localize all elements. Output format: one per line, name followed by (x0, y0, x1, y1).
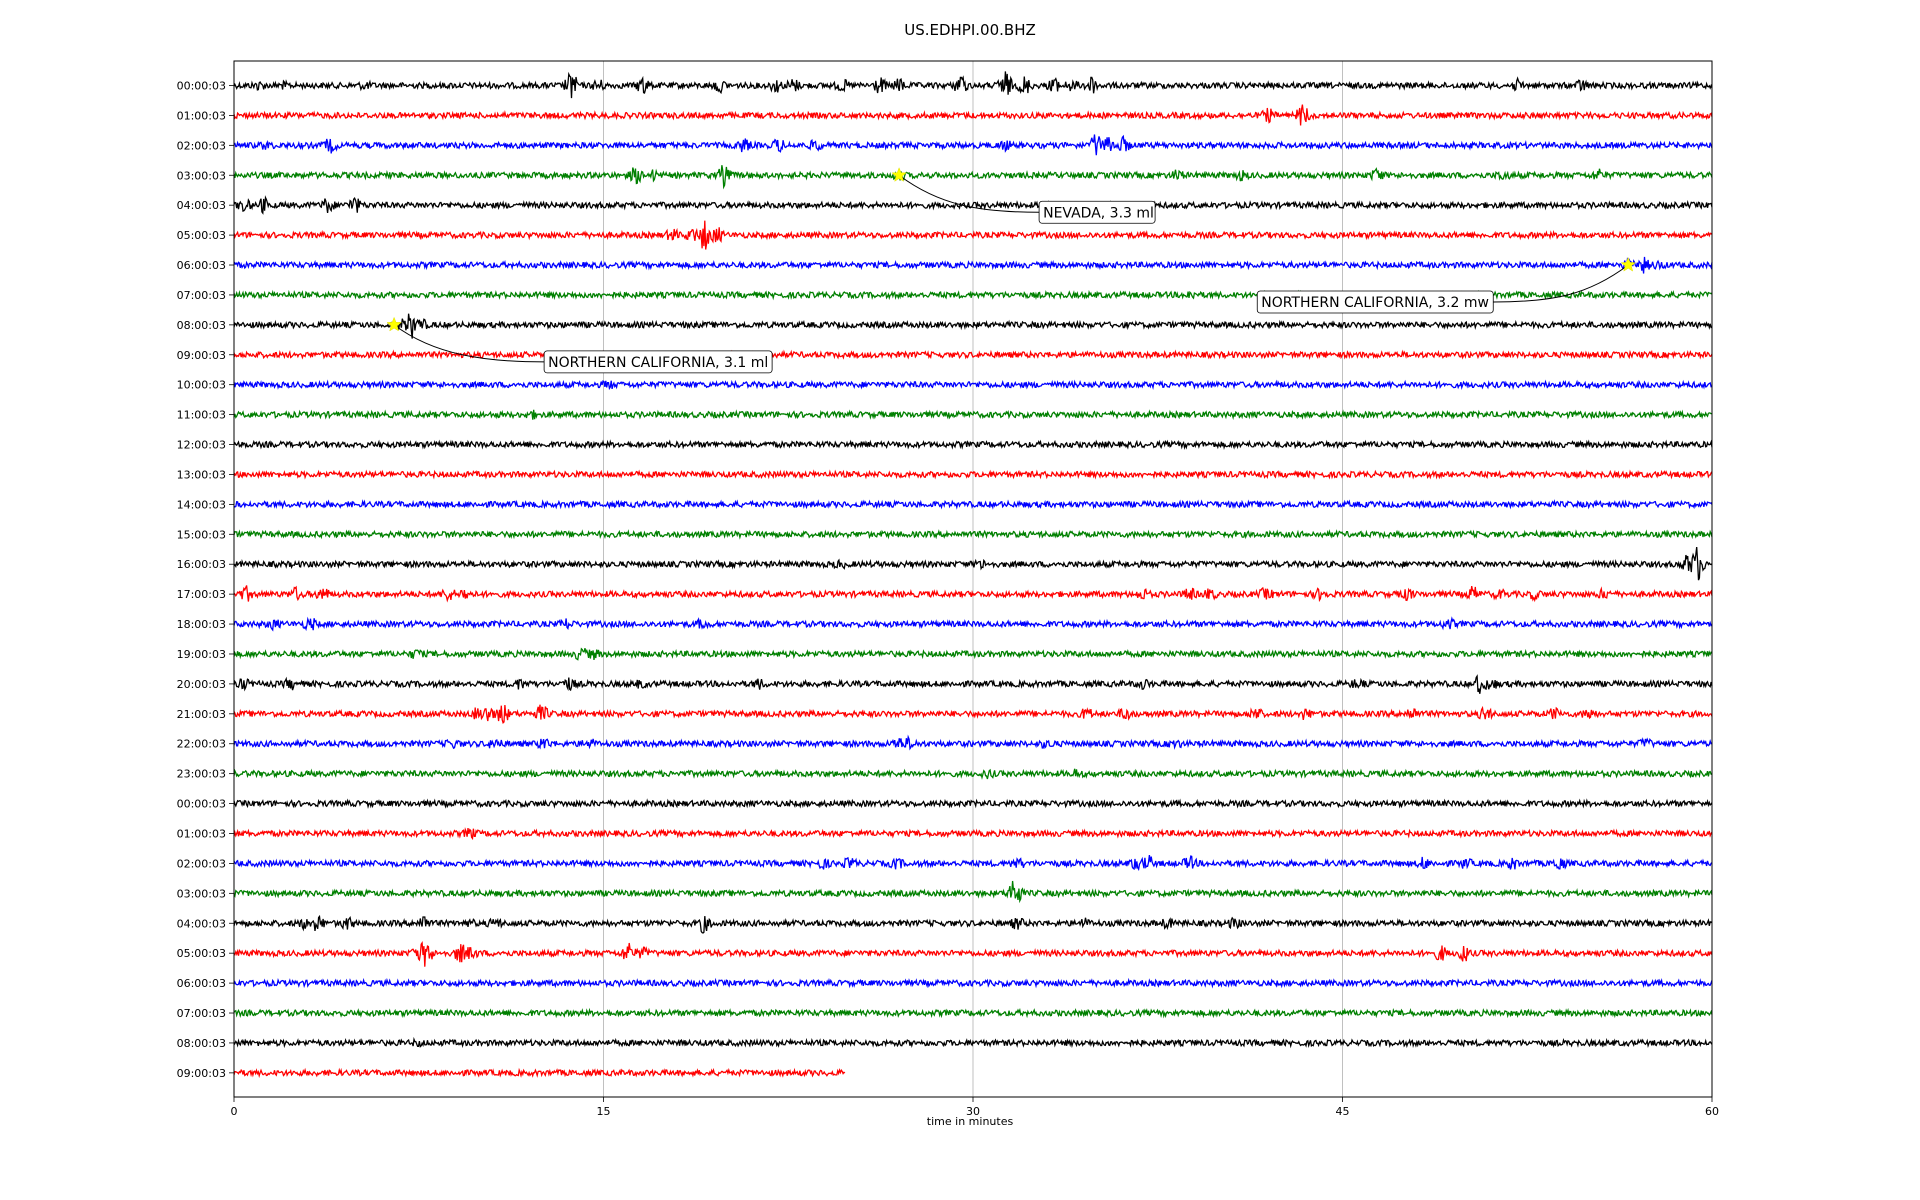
trace-line (233, 585, 1713, 603)
trace-line (233, 647, 1713, 661)
trace-line (233, 547, 1713, 581)
y-tick-label: 16:00:03 (177, 558, 226, 571)
annotation-label: NORTHERN CALIFORNIA, 3.1 ml (548, 355, 768, 371)
y-tick-label: 01:00:03 (177, 109, 226, 122)
y-tick-label: 05:00:03 (177, 947, 226, 960)
x-axis-ticks: 0 15 30 45 60 (231, 1097, 1719, 1118)
annotation-box (1256, 290, 1494, 314)
trace-line (233, 409, 1713, 421)
trace-line (233, 220, 1713, 250)
annotation-label: NEVADA, 3.3 ml (1043, 205, 1154, 221)
y-tick-label: 03:00:03 (177, 169, 226, 182)
y-tick-label: 19:00:03 (177, 648, 226, 661)
y-tick-label: 07:00:03 (177, 289, 226, 302)
y-tick-label: 10:00:03 (177, 379, 226, 392)
x-axis-label: time in minutes (927, 1115, 1014, 1128)
y-tick-label: 06:00:03 (177, 977, 226, 990)
trace-line (233, 71, 1713, 99)
x-tick-label: 30 (966, 1105, 980, 1118)
y-tick-label: 00:00:03 (177, 80, 226, 93)
annotation-box (1038, 200, 1156, 224)
y-tick-label: 17:00:03 (177, 588, 226, 601)
x-tick-label: 0 (231, 1105, 238, 1118)
grid-lines (603, 61, 1343, 1097)
trace-line (233, 977, 1713, 989)
y-tick-label: 07:00:03 (177, 1007, 226, 1020)
event-annotations: NEVADA, 3.3 ml NORTHERN CALIFORNIA, 3.2 m… (386, 167, 1637, 374)
y-tick-label: 08:00:03 (177, 319, 226, 332)
trace-line (233, 499, 1713, 510)
y-tick-label: 01:00:03 (177, 828, 226, 841)
y-tick-label: 05:00:03 (177, 229, 226, 242)
y-tick-label: 02:00:03 (177, 857, 226, 870)
trace-line (233, 469, 1713, 480)
x-tick-label: 60 (1705, 1105, 1719, 1118)
trace-line (233, 313, 1713, 339)
trace-line (233, 674, 1713, 694)
trace-line (233, 379, 1713, 391)
y-tick-label: 02:00:03 (177, 139, 226, 152)
trace-line (233, 734, 1713, 751)
y-tick-label: 14:00:03 (177, 498, 226, 511)
y-tick-label: 13:00:03 (177, 468, 226, 481)
event-star-icon (1620, 256, 1637, 272)
trace-line (233, 256, 1713, 274)
annotation-arrow (898, 174, 1040, 213)
y-tick-label: 04:00:03 (177, 199, 226, 212)
y-tick-label: 18:00:03 (177, 618, 226, 631)
annotation-label: NORTHERN CALIFORNIA, 3.2 mw (1261, 295, 1489, 311)
trace-line (233, 616, 1713, 632)
trace-line (233, 914, 1713, 934)
y-tick-label: 00:00:03 (177, 798, 226, 811)
y-tick-label: 15:00:03 (177, 528, 226, 541)
trace-line (233, 827, 1713, 841)
y-tick-label: 09:00:03 (177, 1067, 226, 1080)
trace-line (233, 855, 1713, 871)
seismic-traces (233, 71, 1713, 1079)
trace-line (233, 704, 1713, 724)
y-tick-label: 21:00:03 (177, 708, 226, 721)
trace-line (233, 1067, 846, 1079)
y-tick-label: 04:00:03 (177, 917, 226, 930)
trace-line (233, 880, 1713, 904)
y-tick-label: 08:00:03 (177, 1037, 226, 1050)
event-star-icon (891, 167, 907, 182)
y-tick-label: 11:00:03 (177, 409, 226, 422)
y-tick-labels: 00:00:03 01:00:03 02:00:03 03:00:03 04:00:03… (177, 80, 234, 1080)
y-tick-label: 12:00:03 (177, 439, 226, 452)
y-tick-label: 22:00:03 (177, 738, 226, 751)
trace-line (233, 134, 1713, 156)
annotation-box (543, 350, 773, 374)
trace-line (233, 439, 1713, 450)
trace-line (233, 104, 1713, 126)
annotation-arrow (1493, 264, 1629, 303)
chart-title: US.EDHPI.00.BHZ (904, 21, 1036, 39)
y-tick-label: 03:00:03 (177, 887, 226, 900)
trace-line (233, 529, 1713, 540)
trace-line (233, 195, 1713, 215)
trace-line (233, 1007, 1713, 1019)
y-tick-label: 23:00:03 (177, 768, 226, 781)
x-tick-label: 15 (597, 1105, 611, 1118)
trace-line (233, 165, 1713, 190)
y-tick-label: 20:00:03 (177, 678, 226, 691)
annotation-arrow (393, 324, 545, 363)
x-tick-label: 45 (1336, 1105, 1350, 1118)
y-tick-label: 09:00:03 (177, 349, 226, 362)
event-star-icon (386, 316, 402, 332)
trace-line (233, 349, 1713, 361)
trace-line (233, 768, 1713, 780)
trace-line (233, 941, 1713, 967)
y-tick-label: 06:00:03 (177, 259, 226, 272)
trace-line (233, 1036, 1713, 1049)
trace-line (233, 798, 1713, 809)
